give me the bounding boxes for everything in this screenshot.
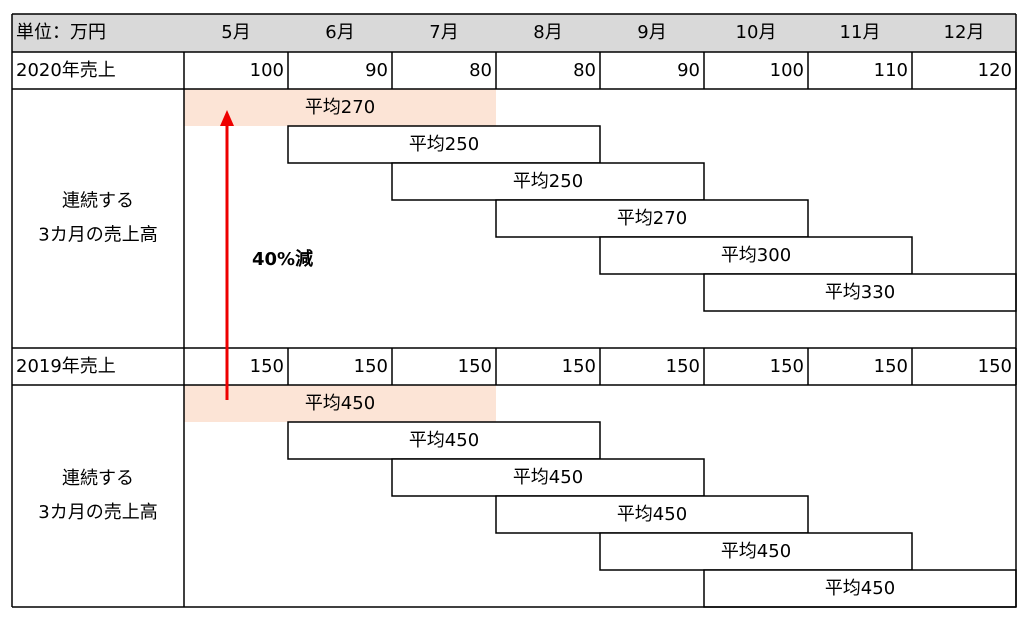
average-label: 平均450 — [305, 393, 375, 414]
month-header: 7月 — [429, 22, 458, 43]
block-label: 連続する — [62, 191, 134, 212]
sales-value: 150 — [770, 356, 804, 377]
average-label: 平均450 — [617, 504, 687, 525]
month-header: 11月 — [840, 22, 881, 43]
annotation: 40%減 — [252, 248, 313, 270]
highlight-bar — [184, 89, 496, 126]
average-label: 平均270 — [617, 208, 687, 229]
average-bar — [287, 421, 601, 460]
highlight-bar — [184, 385, 496, 422]
sales-value: 150 — [874, 356, 908, 377]
block-label: 3カ月の売上高 — [38, 225, 157, 246]
average-label: 平均330 — [825, 282, 895, 303]
average-bar — [599, 532, 913, 571]
row-label: 2019年売上 — [16, 356, 116, 377]
sales-value: 100 — [770, 60, 804, 81]
block-label: 3カ月の売上高 — [38, 502, 157, 523]
row-label: 2020年売上 — [16, 60, 116, 81]
month-header: 12月 — [944, 22, 985, 43]
average-bar — [287, 125, 601, 164]
month-header: 9月 — [637, 22, 666, 43]
sales-value: 90 — [677, 60, 700, 81]
sales-value: 150 — [562, 356, 596, 377]
average-bar — [599, 236, 913, 275]
arrow-head — [220, 110, 234, 126]
sales-value: 150 — [250, 356, 284, 377]
average-label: 平均300 — [721, 245, 791, 266]
month-header: 5月 — [221, 22, 250, 43]
sales-value: 100 — [250, 60, 284, 81]
header-row — [12, 14, 1016, 52]
sales-value: 150 — [458, 356, 492, 377]
sales-value: 150 — [666, 356, 700, 377]
average-label: 平均450 — [721, 541, 791, 562]
sales-value: 150 — [354, 356, 388, 377]
block-label: 連続する — [62, 468, 134, 489]
average-label: 平均270 — [305, 97, 375, 118]
sales-value: 150 — [978, 356, 1012, 377]
month-header: 6月 — [325, 22, 354, 43]
average-label: 平均450 — [513, 467, 583, 488]
average-bar — [495, 199, 809, 238]
average-bar — [703, 569, 1017, 608]
sales-value: 80 — [573, 60, 596, 81]
header-unit: 単位：万円 — [16, 22, 106, 43]
sales-value: 110 — [874, 60, 908, 81]
average-bar — [391, 162, 705, 201]
sales-value: 80 — [469, 60, 492, 81]
average-label: 平均450 — [825, 578, 895, 599]
average-label: 平均250 — [409, 134, 479, 155]
sales-value: 90 — [365, 60, 388, 81]
month-header: 10月 — [736, 22, 777, 43]
average-label: 平均450 — [409, 430, 479, 451]
average-bar — [495, 495, 809, 534]
average-label: 平均250 — [513, 171, 583, 192]
sales-value: 120 — [978, 60, 1012, 81]
average-bar — [391, 458, 705, 497]
month-header: 8月 — [533, 22, 562, 43]
